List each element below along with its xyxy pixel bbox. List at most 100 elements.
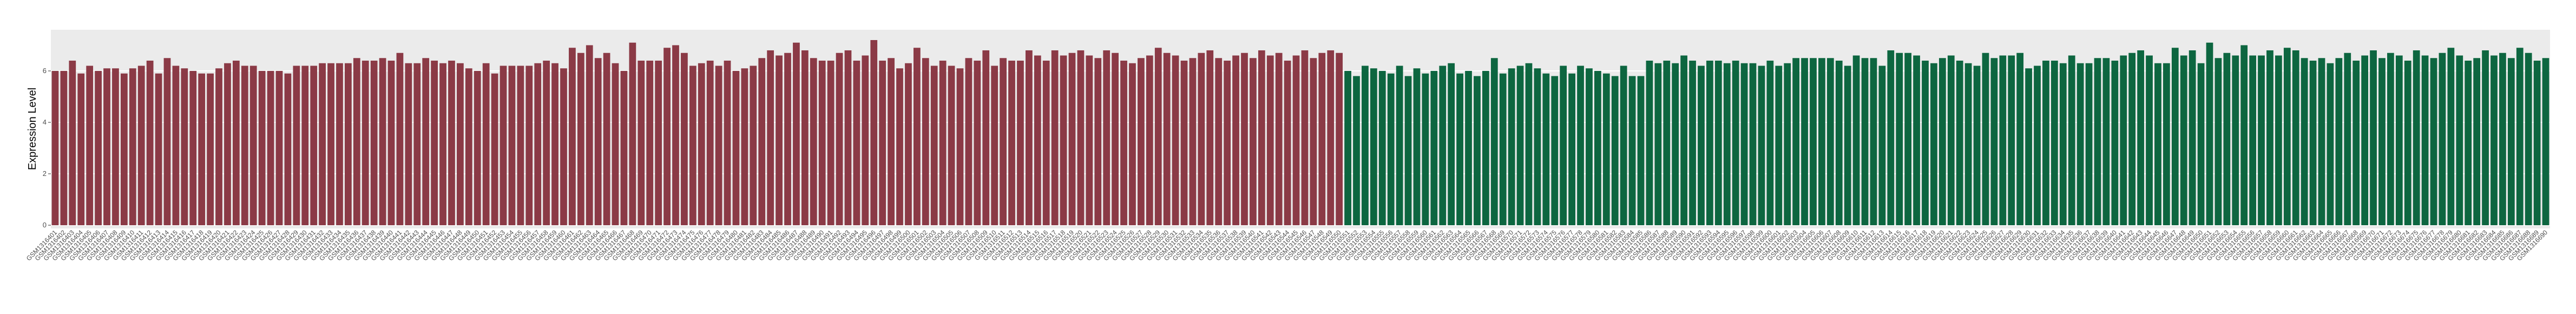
bar (1818, 58, 1825, 225)
bar (1422, 73, 1429, 225)
bar (1887, 50, 1895, 225)
bar (1146, 55, 1153, 225)
bar (2387, 53, 2394, 225)
bar (258, 71, 266, 225)
bar (1430, 71, 1438, 225)
bar (396, 53, 404, 225)
bar (551, 63, 558, 225)
bar (1516, 66, 1524, 225)
bar (681, 53, 688, 225)
bar (1474, 76, 1481, 225)
bar (827, 61, 834, 225)
bar (1206, 50, 1214, 225)
bar (310, 66, 318, 225)
bar (1353, 76, 1360, 225)
bar (793, 42, 800, 225)
bar (517, 66, 524, 225)
bar (879, 61, 886, 225)
bar (172, 66, 180, 225)
bar (1026, 50, 1033, 225)
bar (129, 68, 136, 225)
bar (2430, 58, 2437, 225)
bar (2482, 50, 2489, 225)
bar (137, 66, 145, 225)
bar (612, 63, 619, 225)
bar (1370, 68, 1377, 225)
bar (1878, 66, 1886, 225)
bar (2223, 53, 2231, 225)
bar (1318, 53, 1326, 225)
bar (1465, 71, 1472, 225)
bar (249, 66, 257, 225)
bar (2507, 58, 2515, 225)
bar (1714, 61, 1722, 225)
bar (508, 66, 516, 225)
bar (2439, 53, 2446, 225)
bar (1396, 66, 1403, 225)
bar (1180, 61, 1188, 225)
bar (474, 71, 481, 225)
bar (1732, 61, 1739, 225)
bar (2240, 45, 2248, 225)
bar (422, 58, 430, 225)
bar (2490, 55, 2498, 225)
bar (1956, 61, 1963, 225)
bar (2232, 55, 2239, 225)
bar (1103, 50, 1110, 225)
bar (560, 68, 567, 225)
bar (198, 73, 206, 225)
bar (1999, 55, 2007, 225)
bar (534, 63, 542, 225)
y-tick-label: 6 (43, 67, 47, 75)
bar (2197, 63, 2205, 225)
bar (758, 58, 766, 225)
bar (2421, 55, 2429, 225)
bar (1586, 68, 1593, 225)
bar (2163, 63, 2170, 225)
bar (1620, 66, 1627, 225)
y-axis-title: Expression Level (27, 88, 38, 170)
bar (189, 71, 197, 225)
bar (1344, 71, 1351, 225)
bar (620, 71, 628, 225)
bar (1138, 58, 1145, 225)
bar (1112, 53, 1119, 225)
bar (345, 63, 352, 225)
bar (1275, 53, 1283, 225)
bar (715, 66, 722, 225)
bar (2206, 42, 2213, 225)
bar (1680, 55, 1687, 225)
bar (1378, 71, 1386, 225)
bar (1008, 61, 1015, 225)
bar (1198, 53, 1205, 225)
bar (689, 66, 696, 225)
bar (1602, 73, 1610, 225)
bar (1077, 50, 1085, 225)
bar (2309, 61, 2317, 225)
bar (603, 53, 610, 225)
bar (896, 68, 903, 225)
bar (241, 66, 248, 225)
bar (362, 61, 369, 225)
bar (1448, 63, 1455, 225)
bar (2154, 63, 2161, 225)
bar (1499, 73, 1507, 225)
bar (594, 58, 602, 225)
bar (646, 61, 654, 225)
bar (853, 61, 860, 225)
bar (1042, 61, 1050, 225)
bar (2473, 58, 2481, 225)
bar (2465, 61, 2472, 225)
bar (1266, 55, 1274, 225)
bar (2344, 53, 2351, 225)
bar (1525, 63, 1533, 225)
bar (1973, 66, 1981, 225)
bar (319, 63, 326, 225)
bar (750, 66, 757, 225)
y-tick-label: 0 (43, 221, 47, 229)
bar (939, 61, 947, 225)
bar (2051, 61, 2058, 225)
bar (2085, 63, 2093, 225)
bar (1284, 61, 1291, 225)
